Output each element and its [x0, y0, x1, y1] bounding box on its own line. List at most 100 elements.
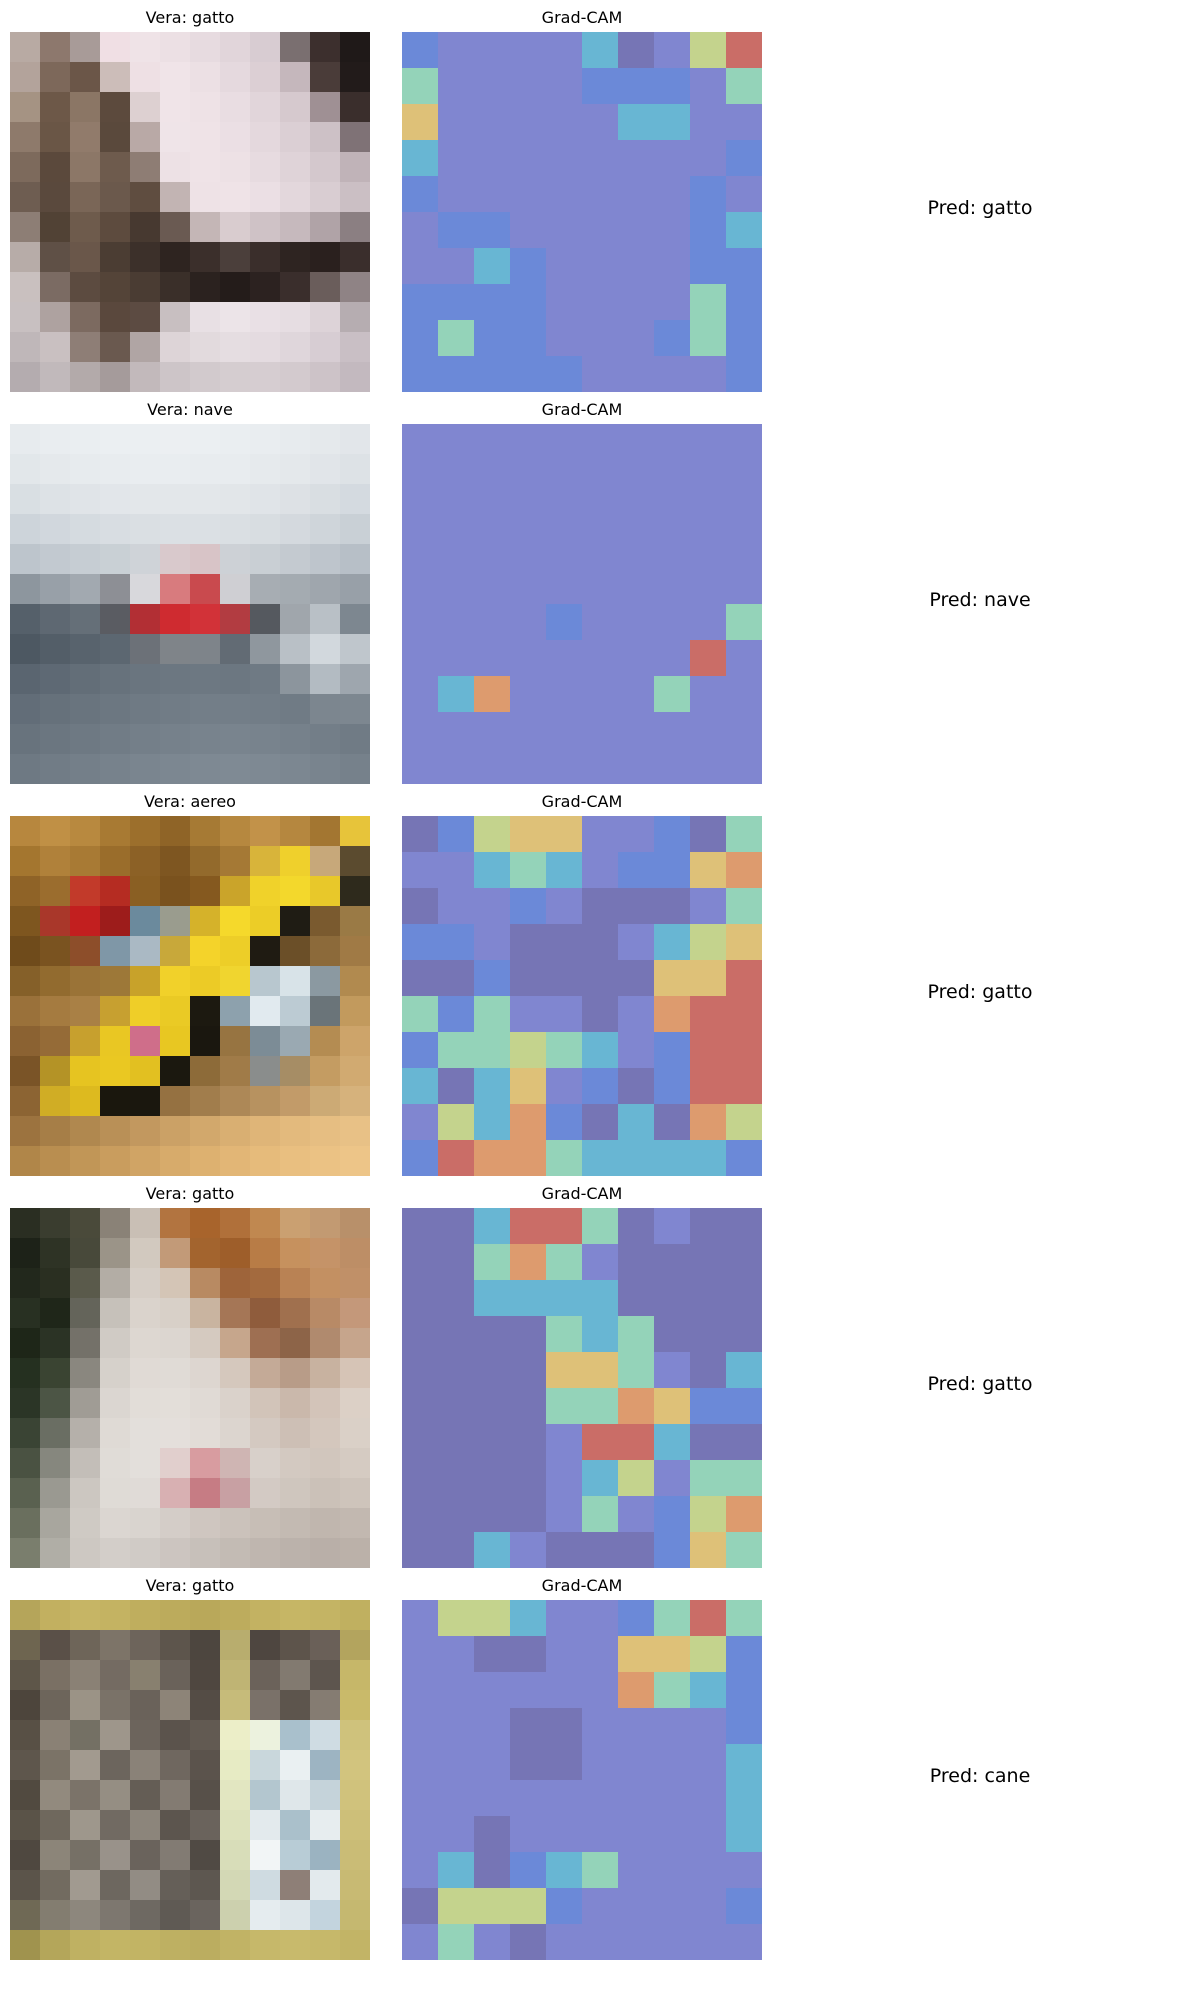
heatmap-cell — [474, 1244, 510, 1280]
image-pixel — [40, 332, 70, 362]
heatmap-cell — [438, 1888, 474, 1924]
image-pixel — [10, 1238, 40, 1268]
image-pixel — [130, 454, 160, 484]
heatmap-cell — [618, 1316, 654, 1352]
image-pixel — [10, 1478, 40, 1508]
image-pixel — [40, 514, 70, 544]
heatmap-cell — [510, 1708, 546, 1744]
heatmap-cell — [546, 1708, 582, 1744]
heatmap-cell — [510, 32, 546, 68]
image-pixel — [40, 362, 70, 392]
image-pixel — [280, 936, 310, 966]
image-pixel — [190, 1448, 220, 1478]
heatmap-cell — [510, 568, 546, 604]
image-pixel — [160, 1690, 190, 1720]
image-pixel — [280, 1208, 310, 1238]
heatmap-cell — [690, 712, 726, 748]
image-pixel — [310, 724, 340, 754]
heatmap-cell — [654, 460, 690, 496]
image-pixel — [280, 574, 310, 604]
image-pixel — [100, 122, 130, 152]
image-pixel — [190, 242, 220, 272]
heatmap-cell — [474, 1672, 510, 1708]
image-pixel — [340, 754, 370, 784]
image-pixel — [40, 1358, 70, 1388]
image-pixel — [220, 1720, 250, 1750]
heatmap-cell — [690, 356, 726, 392]
image-pixel — [220, 876, 250, 906]
image-pixel — [280, 846, 310, 876]
heatmap-cell — [618, 888, 654, 924]
heatmap-cell — [726, 68, 762, 104]
image-pixel — [310, 1268, 340, 1298]
heatmap-cell — [618, 1852, 654, 1888]
image-pixel — [190, 212, 220, 242]
heatmap-cell — [438, 1032, 474, 1068]
heatmap-cell — [402, 1140, 438, 1176]
heatmap-cell — [726, 640, 762, 676]
heatmap-cell — [474, 1140, 510, 1176]
image-pixel — [130, 1508, 160, 1538]
heatmap-cell — [402, 816, 438, 852]
image-pixel — [130, 424, 160, 454]
heatmap-cell — [402, 1068, 438, 1104]
image-pixel — [220, 694, 250, 724]
image-pixel — [250, 846, 280, 876]
image-pixel — [70, 1146, 100, 1176]
image-pixel — [220, 906, 250, 936]
heatmap-cell — [618, 356, 654, 392]
heatmap-cell — [474, 604, 510, 640]
image-pixel — [10, 242, 40, 272]
heatmap-cell — [726, 1104, 762, 1140]
heatmap-cell — [618, 1068, 654, 1104]
image-pixel — [250, 1508, 280, 1538]
heatmap-cell — [690, 1816, 726, 1852]
image-pixel — [40, 634, 70, 664]
heatmap-cell — [726, 1140, 762, 1176]
image-pixel — [130, 182, 160, 212]
sample-row: Vera: gatto Grad-CAM Pred: gatto — [0, 1184, 1178, 1576]
image-pixel — [340, 906, 370, 936]
image-pixel — [220, 754, 250, 784]
image-pixel — [100, 182, 130, 212]
image-pixel — [130, 1448, 160, 1478]
heatmap-cell — [510, 676, 546, 712]
image-pixel — [310, 1660, 340, 1690]
image-pixel — [190, 454, 220, 484]
heatmap-cell — [582, 284, 618, 320]
heatmap-cell — [402, 1600, 438, 1636]
image-pixel — [160, 1780, 190, 1810]
heatmap-cell — [438, 68, 474, 104]
prediction-label: Pred: nave — [929, 589, 1031, 611]
image-pixel — [130, 484, 160, 514]
image-pixel — [10, 1870, 40, 1900]
heatmap-cell — [690, 888, 726, 924]
heatmap-cell — [510, 816, 546, 852]
image-pixel — [10, 846, 40, 876]
heatmap-cell — [726, 212, 762, 248]
image-pixel — [190, 152, 220, 182]
heatmap-cell — [654, 1924, 690, 1960]
image-pixel — [10, 122, 40, 152]
heatmap-cell — [654, 888, 690, 924]
heatmap-cell — [402, 32, 438, 68]
image-pixel — [310, 1388, 340, 1418]
heatmap-cell — [690, 924, 726, 960]
image-pixel — [70, 1870, 100, 1900]
heatmap-cell — [474, 676, 510, 712]
heatmap-cell — [654, 1104, 690, 1140]
heatmap-cell — [402, 924, 438, 960]
image-pixel — [340, 544, 370, 574]
image-pixel — [310, 212, 340, 242]
prediction-label: Pred: cane — [929, 1765, 1031, 1787]
image-pixel — [70, 242, 100, 272]
image-pixel — [190, 484, 220, 514]
heatmap-cell — [654, 1496, 690, 1532]
heatmap-cell — [546, 816, 582, 852]
heatmap-cell — [582, 640, 618, 676]
image-pixel — [70, 996, 100, 1026]
heatmap-cell — [582, 1460, 618, 1496]
image-pixel — [280, 514, 310, 544]
image-pixel — [340, 424, 370, 454]
heatmap-cell — [438, 1140, 474, 1176]
